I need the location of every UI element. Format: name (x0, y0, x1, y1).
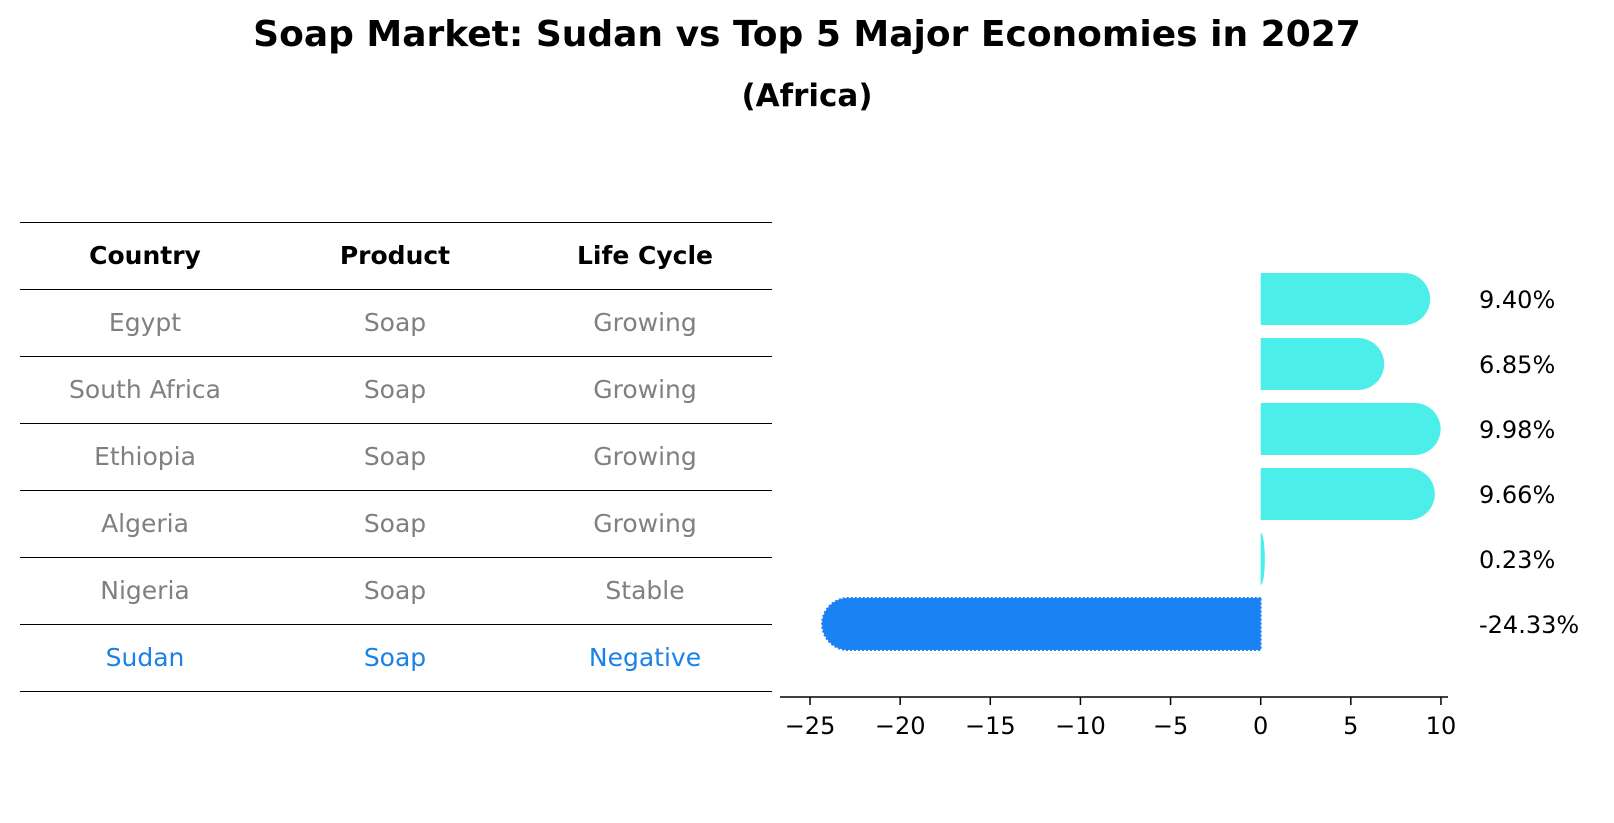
cell-country: Sudan (105, 643, 185, 672)
chart-subtitle: (Africa) (741, 78, 873, 114)
cell-life-cycle: Growing (593, 375, 697, 404)
data-label: 9.40% (1479, 286, 1555, 314)
cell-life-cycle: Negative (588, 643, 702, 672)
cell-country: South Africa (69, 375, 221, 404)
cell-life-cycle: Growing (593, 442, 697, 471)
x-tick-label: −15 (965, 712, 1016, 740)
growth-bar-chart: 9.40% 6.85% 9.98% 9.66% 0.23% -24.33% −25 −20 −1… (780, 273, 1579, 740)
bar-egypt (1260, 273, 1431, 325)
bar-nigeria (1260, 533, 1265, 585)
table-row: Algeria Soap Growing (20, 490, 772, 557)
table-row: Egypt Soap Growing (20, 289, 772, 356)
cell-product: Soap (363, 375, 427, 404)
chart-title: Soap Market: Sudan vs Top 5 Major Econom… (253, 14, 1361, 55)
table-row: Ethiopia Soap Growing (20, 423, 772, 490)
x-tick-label: 5 (1343, 712, 1358, 740)
table-header-row: Country Product Life Cycle (20, 222, 772, 289)
x-tick-label: −10 (1055, 712, 1106, 740)
cell-product: Soap (363, 308, 427, 337)
table-row: Nigeria Soap Stable (20, 557, 772, 624)
cell-product: Soap (363, 442, 427, 471)
table-row-highlight: Sudan Soap Negative (20, 624, 772, 692)
cell-life-cycle: Growing (593, 509, 697, 538)
data-label: 9.66% (1479, 481, 1555, 509)
x-tick-label: −20 (875, 712, 926, 740)
bar-south-africa (1260, 338, 1385, 390)
bar-sudan (821, 597, 1262, 651)
cell-country: Nigeria (100, 576, 190, 605)
cell-life-cycle: Growing (593, 308, 697, 337)
bar-algeria (1260, 468, 1435, 520)
cell-country: Algeria (101, 509, 189, 538)
x-tick-label: 10 (1426, 712, 1457, 740)
data-label: 9.98% (1479, 416, 1555, 444)
x-tick-label: 0 (1253, 712, 1268, 740)
data-label: 6.85% (1479, 351, 1555, 379)
cell-product: Soap (363, 643, 427, 672)
bar-ethiopia (1260, 403, 1441, 455)
table-row: South Africa Soap Growing (20, 356, 772, 423)
cell-country: Ethiopia (94, 442, 196, 471)
data-label: -24.33% (1479, 611, 1579, 639)
header-country: Country (89, 241, 201, 270)
market-table: Country Product Life Cycle Egypt Soap Gr… (20, 222, 772, 692)
header-product: Product (339, 241, 451, 270)
data-label: 0.23% (1479, 546, 1555, 574)
header-life-cycle: Life Cycle (576, 241, 714, 270)
cell-country: Egypt (108, 308, 182, 337)
x-tick-label: −25 (785, 712, 836, 740)
x-tick-label: −5 (1153, 712, 1188, 740)
cell-life-cycle: Stable (605, 576, 685, 605)
cell-product: Soap (363, 576, 427, 605)
cell-product: Soap (363, 509, 427, 538)
